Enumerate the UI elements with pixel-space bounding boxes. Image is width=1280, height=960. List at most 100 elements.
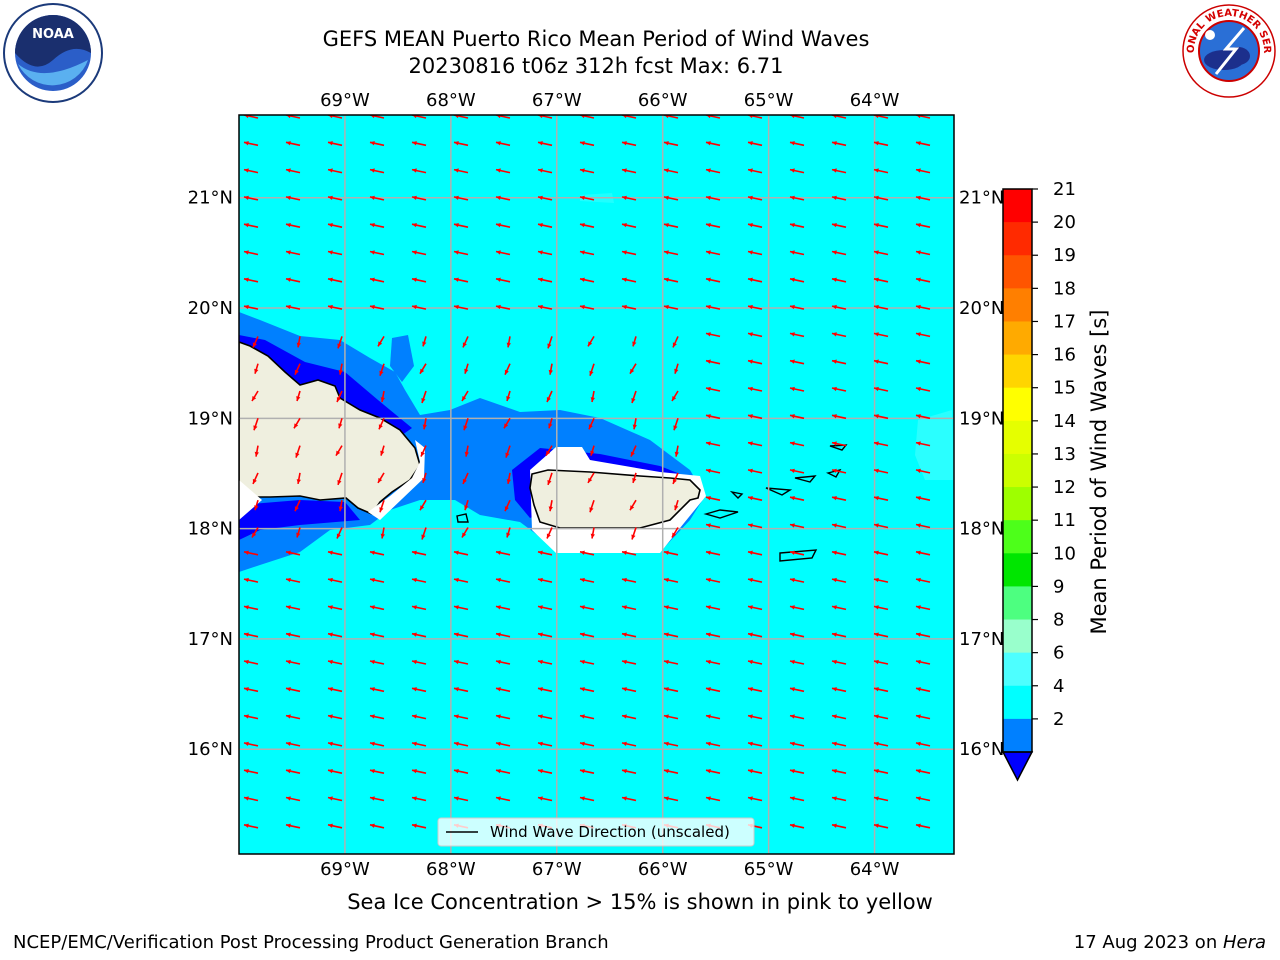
direction-arrow-head (664, 632, 669, 637)
direction-arrow-head (506, 396, 511, 401)
lon-label-top: 68°W (426, 90, 476, 111)
map-area (239, 115, 954, 854)
direction-arrow-head (622, 714, 627, 719)
chart-title: GEFS MEAN Puerto Rico Mean Period of Win… (322, 27, 870, 51)
direction-arrow-head (538, 277, 543, 282)
footer-date: 17 Aug 2023 on Hera (1074, 932, 1266, 953)
direction-arrow-head (706, 277, 711, 282)
direction-arrow-head (496, 195, 501, 200)
direction-arrow-head (916, 823, 921, 828)
direction-arrow-head (874, 277, 879, 282)
direction-arrow-head (874, 223, 879, 228)
direction-arrow-head (790, 523, 795, 528)
direction-arrow-head (505, 452, 510, 458)
direction-arrow-head (546, 533, 551, 539)
direction-arrow-head (672, 532, 677, 538)
direction-arrow-head (412, 823, 417, 828)
direction-arrow-head (454, 741, 459, 746)
lat-label-left: 20°N (188, 298, 233, 319)
direction-arrow-head (916, 168, 921, 173)
direction-arrow-head (538, 659, 543, 665)
direction-arrow-head (874, 523, 879, 528)
direction-arrow-head (622, 687, 627, 692)
lon-label-top: 66°W (638, 90, 688, 111)
direction-arrow-head (296, 396, 301, 401)
direction-arrow-head (244, 304, 249, 310)
direction-arrow-head (706, 441, 711, 446)
direction-arrow-head (622, 741, 627, 746)
direction-arrow-head (664, 796, 669, 801)
direction-arrow-head (832, 714, 837, 719)
colorbar-segment (1003, 420, 1032, 455)
direction-arrow-head (254, 368, 259, 374)
direction-arrow-head (462, 532, 467, 538)
direction-arrow-head (454, 769, 459, 774)
direction-arrow-head (622, 632, 627, 637)
direction-arrow-head (580, 304, 585, 310)
direction-arrow-head (338, 423, 343, 429)
direction-arrow-head (916, 769, 921, 774)
direction-arrow-head (580, 605, 585, 610)
lat-label-right: 21°N (959, 188, 1004, 209)
direction-arrow-head (538, 550, 543, 555)
direction-arrow-head (706, 304, 711, 310)
direction-arrow-head (496, 659, 501, 665)
direction-arrow-head (286, 687, 291, 692)
direction-arrow-head (463, 425, 468, 431)
direction-arrow-head (286, 823, 291, 828)
direction-arrow-head (412, 550, 417, 555)
direction-arrow-head (244, 823, 249, 828)
direction-arrow-head (496, 141, 501, 146)
hispaniola-coast-white (368, 440, 425, 520)
colorbar-segment (1003, 387, 1032, 422)
direction-arrow-head (286, 714, 291, 719)
direction-arrow-head (296, 479, 301, 484)
direction-arrow-head (370, 277, 375, 282)
direction-arrow-head (916, 796, 921, 801)
direction-arrow-head (370, 769, 375, 774)
direction-arrow-head (916, 605, 921, 610)
direction-arrow-head (538, 168, 543, 173)
direction-arrow-head (580, 796, 585, 801)
direction-arrow-head (832, 195, 837, 200)
direction-arrow-head (622, 659, 627, 665)
direction-arrow-head (706, 332, 711, 337)
direction-arrow-head (412, 741, 417, 746)
direction-arrow-head (370, 115, 375, 119)
noaa-logo-text: NOAA (32, 27, 74, 42)
direction-arrow-head (874, 414, 879, 419)
direction-arrow-head (546, 450, 551, 456)
direction-arrow-head (748, 304, 753, 310)
direction-arrow-head (916, 386, 921, 392)
direction-arrow-head (916, 115, 921, 119)
direction-arrow-head (412, 659, 417, 665)
direction-arrow-head (748, 195, 753, 200)
direction-arrow-head (338, 369, 343, 375)
direction-arrow-head (706, 796, 711, 801)
direction-arrow-head (548, 369, 553, 375)
direction-arrow-head (588, 424, 593, 430)
direction-arrow-head (379, 370, 384, 376)
direction-arrow-head (328, 141, 333, 146)
direction-arrow-head (832, 523, 837, 528)
direction-arrow-head (412, 687, 417, 692)
direction-arrow-head (916, 632, 921, 637)
direction-arrow-head (706, 223, 711, 228)
direction-arrow-head (454, 141, 459, 146)
direction-arrow-head (790, 386, 795, 392)
direction-arrow-head (328, 741, 333, 746)
st-croix-island (779, 549, 818, 562)
period-6-8s-patch (915, 410, 954, 480)
direction-arrow-head (748, 441, 753, 446)
direction-arrow-head (370, 714, 375, 719)
direction-arrow-head (380, 533, 385, 539)
direction-arrow-head (790, 332, 795, 337)
direction-arrow-head (748, 769, 753, 774)
direction-arrow-head (378, 477, 383, 483)
direction-arrow-head (622, 141, 627, 146)
direction-arrow-head (916, 659, 921, 665)
direction-arrow-head (337, 479, 342, 485)
direction-arrow-head (706, 414, 711, 419)
colorbar-tick-label: 16 (1053, 345, 1076, 366)
direction-arrow-head (546, 397, 551, 402)
